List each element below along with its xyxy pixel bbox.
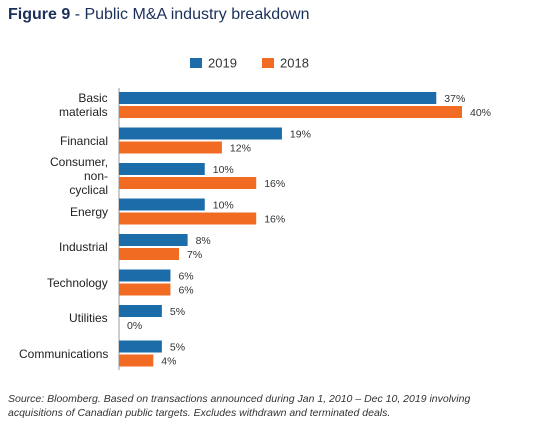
value-label: 10% — [213, 164, 234, 176]
value-label: 4% — [161, 355, 176, 367]
bar — [119, 248, 180, 260]
value-label: 16% — [264, 178, 285, 190]
category-label: Industrial — [59, 240, 108, 254]
bar — [119, 354, 154, 367]
bar — [119, 305, 162, 317]
value-label: 19% — [290, 128, 311, 140]
category-label: Financial — [60, 133, 109, 148]
category-label: Basic materials — [59, 91, 108, 119]
legend-label: 2018 — [280, 55, 309, 70]
bar — [119, 141, 222, 154]
category-label: Consumer, non-cyclical — [50, 155, 109, 197]
source-note: Source: Bloomberg. Based on transactions… — [8, 393, 471, 419]
category-label: Energy — [70, 204, 109, 219]
value-label: 5% — [170, 341, 185, 353]
bar — [119, 198, 205, 211]
bar — [119, 177, 257, 189]
value-label: 40% — [470, 107, 491, 119]
bar — [119, 234, 188, 246]
value-label: 5% — [170, 306, 185, 318]
value-label: 8% — [196, 235, 211, 247]
category-label: Communications — [19, 346, 109, 361]
value-label: 0% — [127, 320, 142, 332]
bar — [119, 212, 257, 225]
legend-swatch — [262, 58, 274, 68]
bar — [119, 106, 462, 118]
bar — [119, 269, 171, 282]
legend-swatch — [190, 58, 202, 68]
value-label: 37% — [444, 93, 465, 105]
value-label: 12% — [230, 142, 251, 154]
bar — [119, 283, 171, 296]
bar — [119, 163, 205, 175]
bar — [119, 127, 282, 140]
value-label: 7% — [187, 249, 202, 261]
chart-title: Figure 9 - Public M&A industry breakdown — [8, 6, 309, 24]
value-label: 16% — [264, 213, 285, 225]
value-label: 6% — [178, 284, 193, 296]
category-label: Technology — [47, 275, 108, 290]
legend-label: 2019 — [208, 55, 237, 70]
value-label: 6% — [178, 270, 193, 282]
title-text: - Public M&A industry breakdown — [74, 6, 310, 23]
value-label: 10% — [213, 199, 234, 211]
figure-label: Figure 9 — [8, 6, 71, 23]
category-label: Utilities — [69, 311, 108, 325]
bar — [119, 340, 162, 353]
bar — [119, 92, 437, 104]
